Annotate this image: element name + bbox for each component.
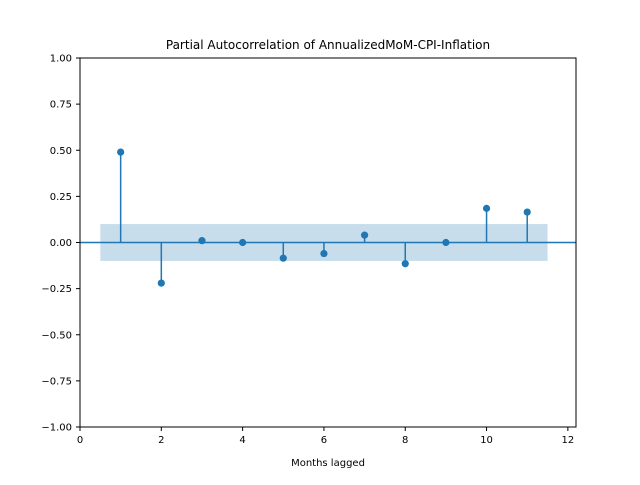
x-tick-label: 10 (480, 435, 493, 446)
x-tick-label: 6 (321, 435, 327, 446)
y-tick-label: −0.50 (41, 330, 72, 341)
x-tick-label: 0 (77, 435, 83, 446)
x-tick-label: 12 (562, 435, 575, 446)
y-tick-label: 0.25 (50, 192, 72, 203)
x-tick-label: 2 (158, 435, 164, 446)
y-tick-label: 0.50 (50, 146, 72, 157)
marker-layer (117, 148, 531, 287)
marker-lag-1 (117, 148, 125, 156)
y-tick-label: 0.75 (50, 100, 72, 111)
marker-lag-5 (279, 254, 287, 262)
marker-lag-3 (198, 237, 206, 245)
marker-lag-9 (442, 238, 450, 247)
marker-lag-7 (360, 231, 369, 239)
y-tick-label: −0.75 (41, 376, 72, 387)
y-tick-label: −0.25 (41, 284, 72, 295)
x-tick-label: 8 (402, 435, 408, 446)
y-tick-label: −1.00 (41, 423, 72, 434)
x-axis-label: Months lagged (291, 458, 365, 469)
marker-lag-10 (482, 204, 491, 212)
y-tick-label: 1.00 (50, 54, 72, 65)
chart-title: Partial Autocorrelation of AnnualizedMoM… (166, 38, 490, 52)
marker-lag-6 (320, 249, 328, 258)
stem-layer (119, 152, 528, 284)
marker-lag-8 (401, 260, 409, 268)
y-tick-label: 0.00 (50, 238, 72, 249)
y-axis-ticks: 1.00 0.75 0.50 0.25 0.00 −0.25 −0.50 −0.75 −1.00 (41, 54, 80, 434)
marker-lag-2 (157, 279, 165, 287)
marker-lag-11 (523, 208, 531, 216)
marker-lag-4 (239, 238, 247, 247)
x-axis-ticks: 0 2 4 6 8 10 12 (77, 427, 574, 446)
x-tick-label: 4 (239, 435, 245, 446)
